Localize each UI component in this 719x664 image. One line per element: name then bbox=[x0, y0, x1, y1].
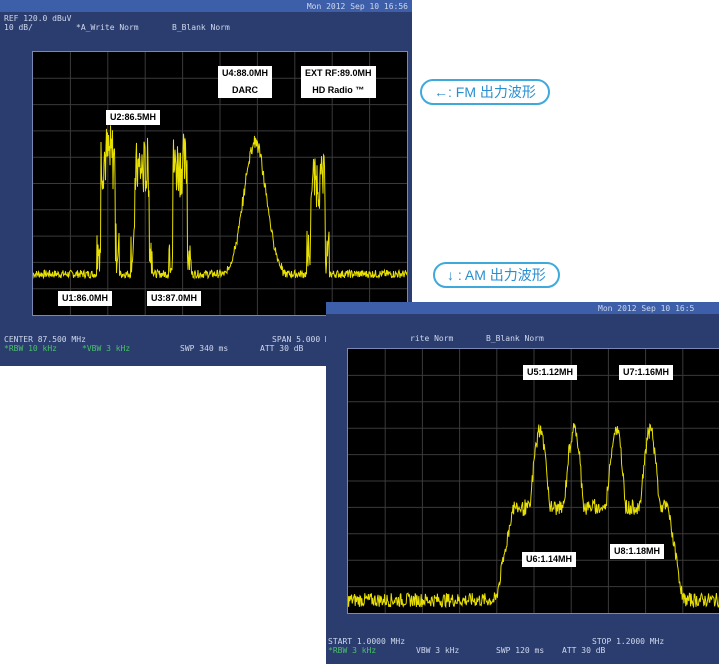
am-stop-freq: STOP 1.2000 MHz bbox=[592, 637, 665, 646]
fm-title-bar bbox=[0, 0, 412, 12]
marker-u1: U1:86.0MH bbox=[58, 291, 113, 306]
am-spectrum-display: U5:1.12MH U7:1.16MH U6:1.14MH U8:1.18MH bbox=[347, 348, 719, 614]
am-sweep-time: SWP 120 ms bbox=[496, 646, 545, 655]
am-title-bar bbox=[326, 302, 719, 314]
marker-u3: U3:87.0MH bbox=[147, 291, 202, 306]
marker-u5: U5:1.12MH bbox=[523, 365, 578, 380]
am-attenuation: ATT 30 dB bbox=[562, 646, 606, 655]
marker-u7: U7:1.16MH bbox=[619, 365, 674, 380]
marker-u4-freq: U4:88.0MH bbox=[222, 68, 269, 78]
fm-ref-level: REF 120.0 dBuV bbox=[4, 14, 72, 23]
am-spectrum-analyzer-window: Mon 2012 Sep 10 16:5 rite Norm B_Blank N… bbox=[326, 302, 719, 664]
marker-ext-desc: HD Radio ™ bbox=[312, 85, 365, 95]
am-vbw: VBW 3 kHz bbox=[416, 646, 460, 655]
marker-ext-freq: EXT RF:89.0MH bbox=[305, 68, 372, 78]
fm-trace-b-mode: B_Blank Norm bbox=[172, 23, 230, 32]
am-trace-b-mode: B_Blank Norm bbox=[486, 334, 544, 343]
marker-u4: U4:88.0MH DARC bbox=[218, 66, 273, 98]
fm-attenuation: ATT 30 dB bbox=[260, 344, 304, 353]
am-output-callout: ↓ : AM 出力波形 bbox=[433, 262, 560, 288]
fm-rbw: *RBW 10 kHz bbox=[4, 344, 57, 353]
fm-spectrum-analyzer-window: Mon 2012 Sep 10 16:56 REF 120.0 dBuV 10 … bbox=[0, 0, 412, 366]
am-start-freq: START 1.0000 MHz bbox=[328, 637, 406, 646]
am-graticule bbox=[348, 349, 719, 613]
fm-sweep-time: SWP 340 ms bbox=[180, 344, 229, 353]
am-trace bbox=[348, 423, 719, 609]
fm-center-freq: CENTER 87.500 MHz bbox=[4, 335, 86, 344]
marker-u2: U2:86.5MH bbox=[106, 110, 161, 125]
marker-u8: U8:1.18MH bbox=[610, 544, 665, 559]
am-trace-a-mode: rite Norm bbox=[410, 334, 454, 343]
fm-spectrum-display: U2:86.5MH U4:88.0MH DARC EXT RF:89.0MH H… bbox=[32, 51, 408, 316]
fm-datetime: Mon 2012 Sep 10 16:56 bbox=[306, 2, 408, 11]
fm-scale: 10 dB/ bbox=[4, 23, 33, 32]
marker-u6: U6:1.14MH bbox=[522, 552, 577, 567]
fm-trace-a-mode: *A_Write Norm bbox=[76, 23, 139, 32]
am-rbw: *RBW 3 kHz bbox=[328, 646, 377, 655]
fm-trace bbox=[33, 125, 407, 280]
fm-output-callout: ←: FM 出力波形 bbox=[420, 79, 550, 105]
am-spectrum-plot bbox=[348, 349, 719, 613]
marker-ext-rf: EXT RF:89.0MH HD Radio ™ bbox=[301, 66, 376, 98]
am-datetime: Mon 2012 Sep 10 16:5 bbox=[598, 304, 695, 313]
marker-u4-desc: DARC bbox=[232, 85, 258, 95]
fm-vbw: *VBW 3 kHz bbox=[82, 344, 131, 353]
